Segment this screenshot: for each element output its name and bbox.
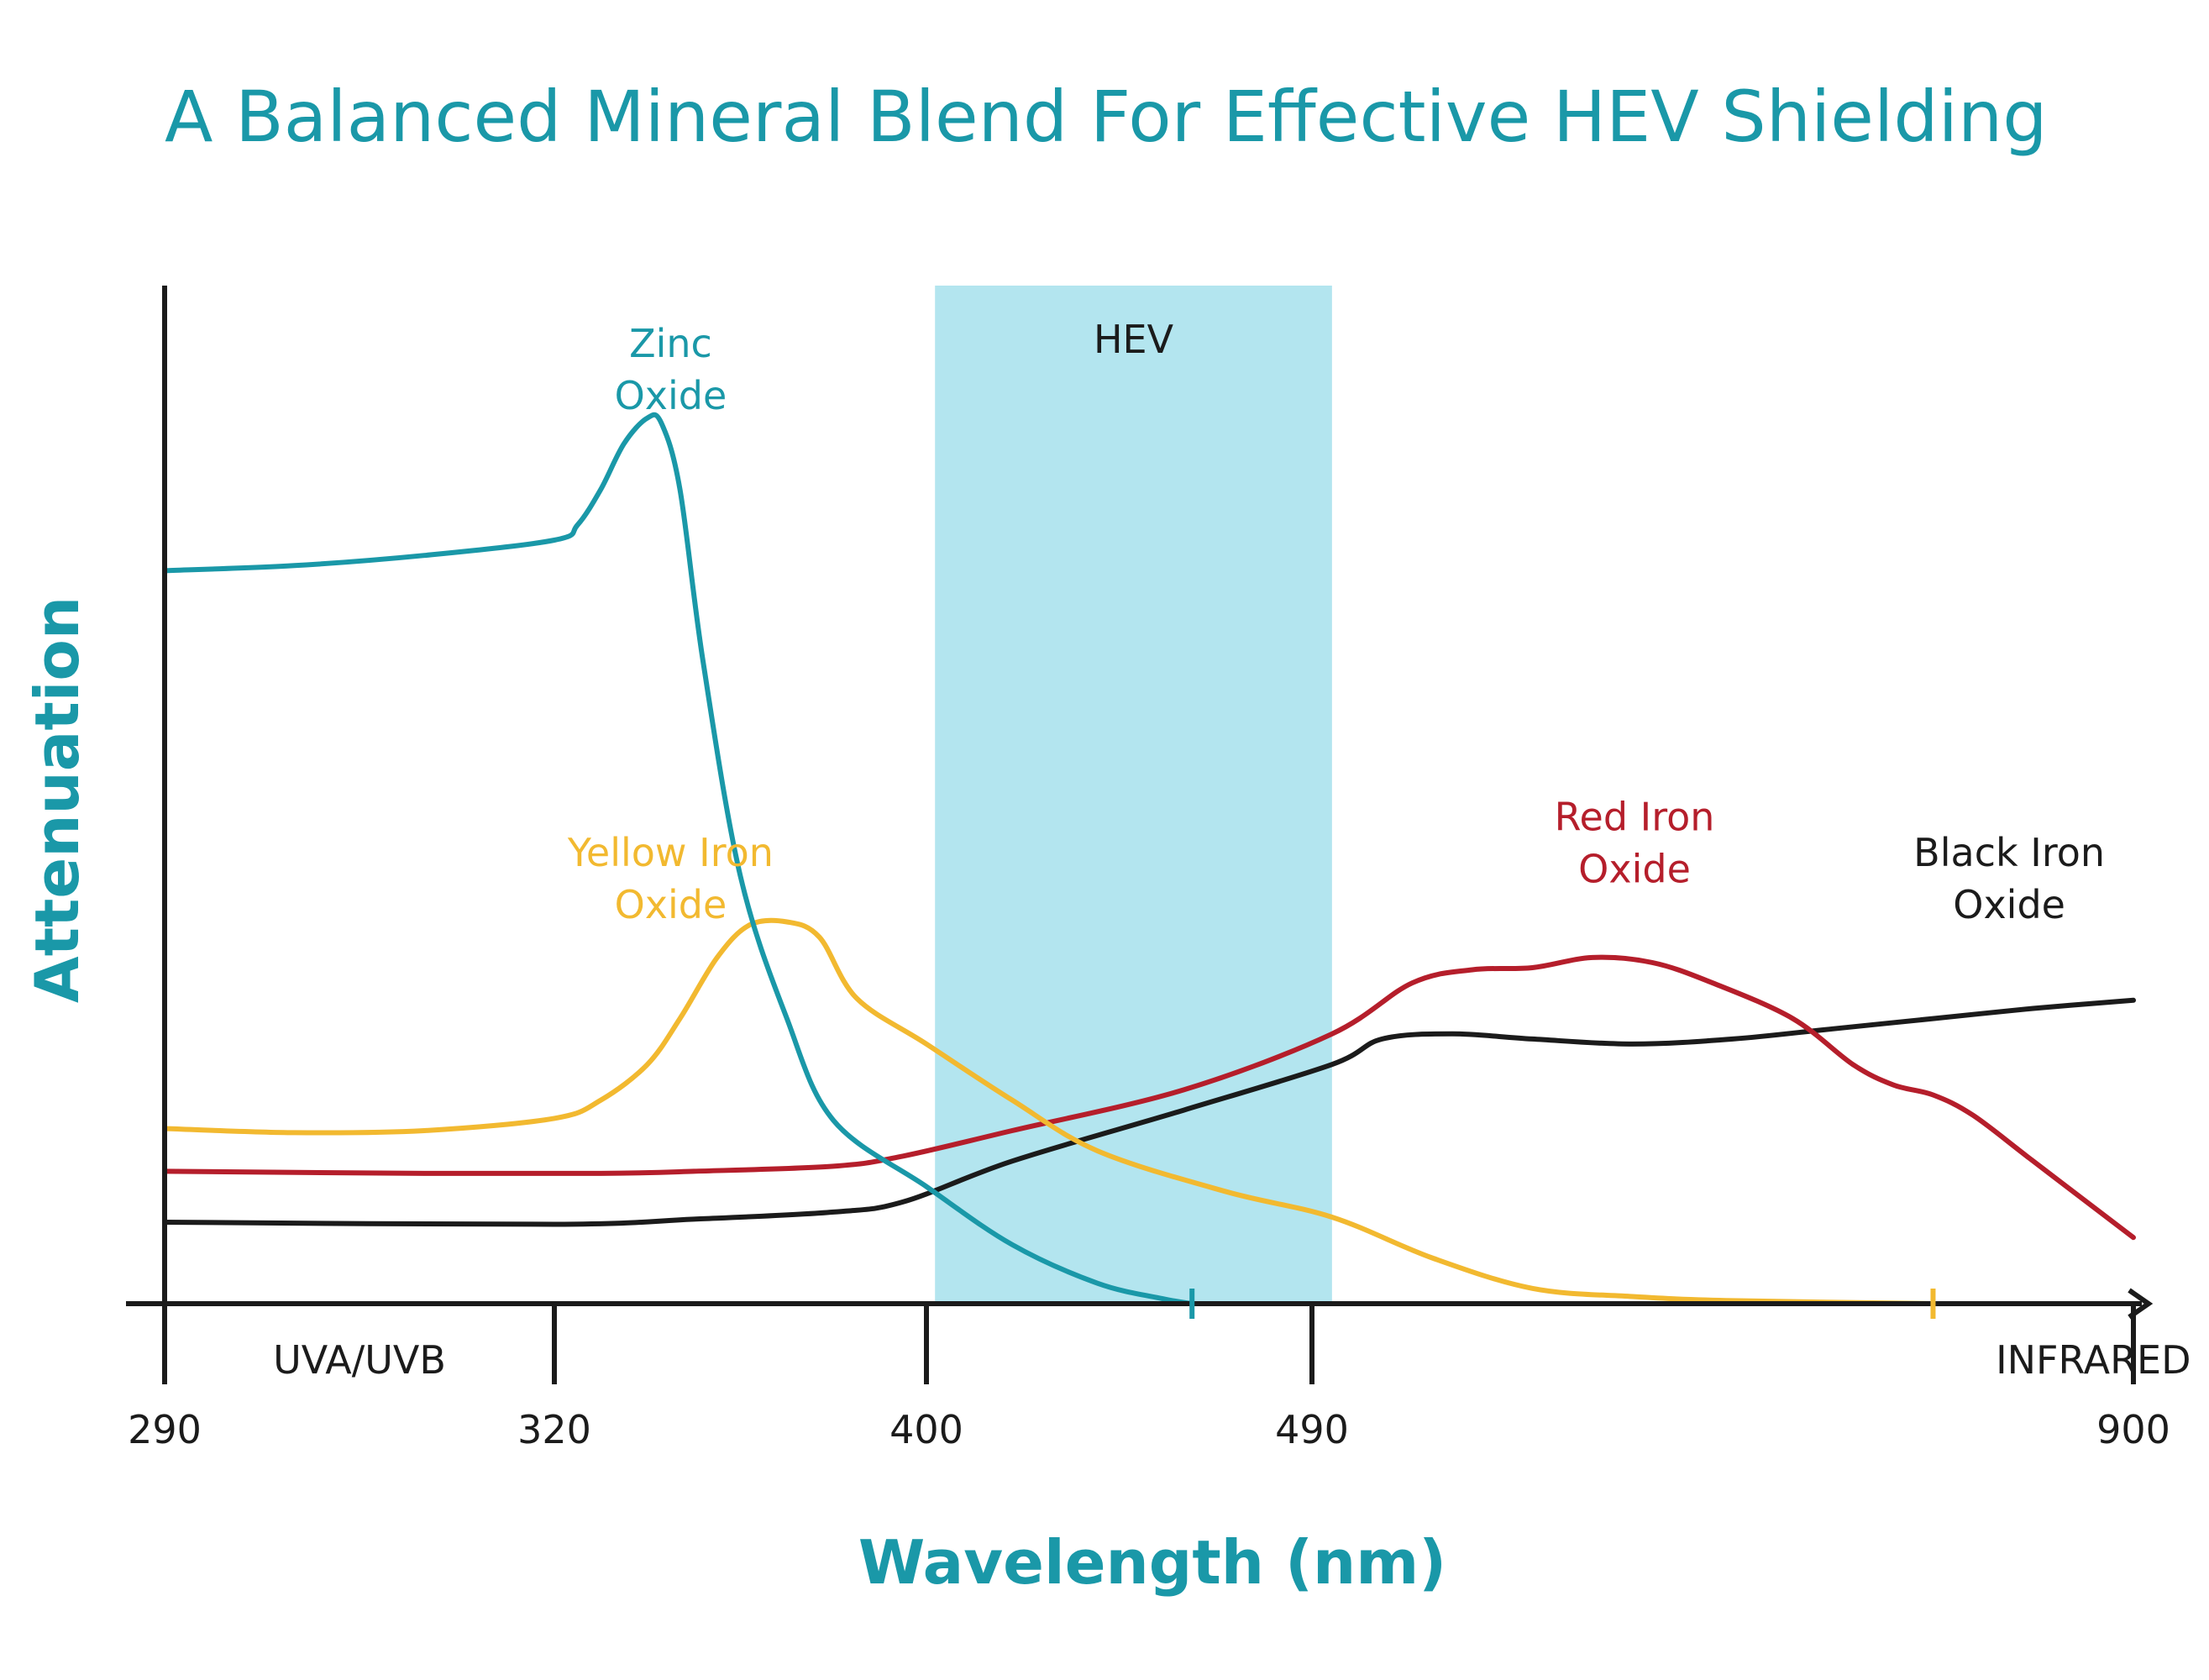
infrared-region-label: INFRARED <box>1996 1337 2191 1383</box>
x-tick-label-320: 320 <box>517 1407 591 1452</box>
tick-layer: 290 320 400 490 900 <box>128 1304 2170 1452</box>
hev-region-label: HEV <box>1094 317 1174 362</box>
x-tick-label-290: 290 <box>128 1407 202 1452</box>
series-label-yellow-iron-oxide: Yellow Iron Oxide <box>567 830 774 927</box>
series-line-black-iron-oxide <box>162 997 2136 1227</box>
x-tick-label-490: 490 <box>1275 1407 1349 1452</box>
series-line-yellow-iron-oxide <box>162 917 1936 1306</box>
series-line-red-iron-oxide <box>162 954 2136 1241</box>
x-axis-title: Wavelength (nm) <box>858 1527 1446 1598</box>
series-layer <box>162 412 2136 1306</box>
uva-uvb-region-label: UVA/UVB <box>273 1337 446 1383</box>
series-label-zinc-oxide: Zinc Oxide <box>615 321 727 418</box>
series-label-red-iron-oxide: Red Iron Oxide <box>1555 794 1715 891</box>
y-axis-title: Attenuation <box>22 596 92 1003</box>
marker-layer <box>1189 1289 1936 1319</box>
series-line-zinc-oxide <box>162 412 1195 1306</box>
x-tick-label-900: 900 <box>2096 1407 2170 1452</box>
hev-region <box>935 286 1332 1304</box>
series-label-black-iron-oxide: Black Iron Oxide <box>1913 830 2105 927</box>
x-tick-label-400: 400 <box>889 1407 963 1452</box>
chart-title: A Balanced Mineral Blend For Effective H… <box>165 76 2048 158</box>
